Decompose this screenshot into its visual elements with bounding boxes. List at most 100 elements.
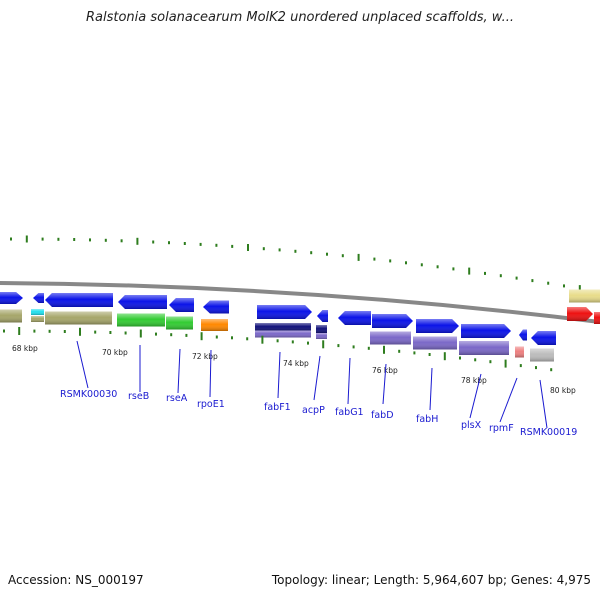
gene-label[interactable]: rpmF — [489, 423, 514, 434]
scale-major-tick — [261, 335, 264, 344]
scale-label: 74 kbp — [283, 359, 309, 368]
pathway-block[interactable] — [31, 316, 44, 322]
label-leader-line — [539, 379, 548, 429]
pathway-block[interactable] — [413, 336, 457, 350]
scale-minor-tick — [352, 345, 355, 349]
gene-arrow[interactable] — [317, 310, 328, 322]
pathway-block[interactable] — [166, 316, 193, 330]
label-leader-line — [469, 373, 482, 419]
outer-minor-tick — [326, 252, 328, 256]
gene-arrow[interactable] — [519, 329, 527, 341]
scale-major-tick — [18, 327, 21, 335]
sequence-backbone — [0, 281, 600, 324]
outer-minor-tick — [215, 243, 218, 247]
gene-label[interactable]: rpoE1 — [197, 399, 225, 410]
gene-arrow[interactable] — [169, 298, 194, 312]
pathway-block[interactable] — [45, 311, 112, 325]
pathway-block[interactable] — [370, 331, 411, 345]
pathway-block[interactable] — [459, 341, 509, 355]
gene-arrow[interactable] — [33, 293, 44, 303]
scale-minor-tick — [33, 329, 36, 333]
scale-major-tick — [79, 327, 81, 336]
gene-label-track: RSMK00030 rseB rseA rpoE1 fabF1 acpP fabG1 fabD… — [60, 340, 577, 438]
scale-minor-tick — [215, 335, 218, 339]
gene-label[interactable]: RSMK00030 — [60, 389, 117, 400]
gene-arrow[interactable] — [567, 307, 593, 321]
scale-minor-tick — [185, 333, 188, 337]
scale-major-tick — [139, 329, 142, 338]
scale-minor-tick — [124, 331, 127, 335]
outer-minor-tick — [168, 241, 170, 245]
pathway-block[interactable] — [117, 313, 165, 327]
pathway-block[interactable] — [316, 333, 327, 339]
scale-minor-tick — [307, 341, 309, 345]
scale-major-tick — [322, 340, 325, 349]
outer-minor-tick — [10, 237, 12, 241]
gene-label[interactable]: fabF1 — [264, 402, 291, 413]
pathway-block[interactable] — [201, 319, 228, 331]
scale-minor-tick — [398, 349, 401, 353]
gene-arrow[interactable] — [461, 324, 511, 338]
gene-arrow[interactable] — [338, 311, 371, 325]
outer-minor-tick — [547, 281, 550, 285]
label-leader-line — [209, 349, 212, 398]
label-leader-line — [382, 363, 387, 405]
gene-label[interactable]: RSMK00019 — [520, 427, 577, 438]
scale-minor-tick — [428, 353, 431, 356]
outer-major-tick — [357, 253, 360, 261]
outer-minor-tick — [373, 257, 376, 261]
scale-minor-tick — [276, 339, 279, 343]
scale-label: 72 kbp — [192, 352, 218, 361]
gene-track — [0, 289, 600, 362]
outer-minor-tick — [310, 251, 313, 255]
pathway-block[interactable] — [255, 323, 311, 331]
outer-minor-tick — [499, 274, 502, 278]
gene-label[interactable]: fabG1 — [335, 407, 364, 418]
label-leader-line — [177, 348, 181, 394]
outer-minor-tick — [104, 238, 107, 242]
pathway-block[interactable] — [0, 309, 22, 323]
outer-major-tick — [25, 235, 28, 243]
pathway-block[interactable] — [31, 309, 44, 315]
gene-arrow[interactable] — [257, 305, 312, 319]
gene-arrow[interactable] — [203, 300, 229, 314]
outer-minor-tick — [199, 242, 202, 246]
label-leader-line — [277, 351, 281, 399]
gene-label[interactable]: fabD — [371, 410, 394, 421]
outer-minor-tick — [420, 263, 423, 267]
gene-arrow[interactable] — [118, 295, 167, 309]
outer-minor-tick — [73, 238, 76, 241]
pathway-block[interactable] — [594, 312, 600, 324]
scale-minor-tick — [474, 358, 477, 362]
pathway-block[interactable] — [530, 348, 554, 362]
pathway-block[interactable] — [255, 330, 311, 338]
gene-arrow[interactable] — [0, 292, 23, 304]
outer-minor-tick — [278, 248, 281, 252]
gene-label[interactable]: acpP — [302, 405, 325, 416]
scale-label: 78 kbp — [461, 376, 487, 385]
outer-minor-tick — [341, 254, 344, 258]
scale-minor-tick — [63, 330, 66, 333]
gene-arrow[interactable] — [45, 293, 113, 307]
label-leader-line — [76, 340, 89, 389]
pathway-block[interactable] — [515, 346, 524, 358]
outer-minor-tick — [231, 244, 234, 248]
scale-minor-tick — [519, 364, 522, 368]
gene-label[interactable]: plsX — [461, 420, 482, 431]
scale-minor-tick — [367, 346, 370, 350]
gene-arrow[interactable] — [372, 314, 413, 328]
gene-label[interactable]: rseA — [166, 393, 188, 404]
gene-arrow[interactable] — [416, 319, 459, 333]
gene-arrow[interactable] — [531, 331, 556, 345]
outer-minor-tick — [515, 276, 518, 280]
scale-label: 70 kbp — [102, 348, 128, 357]
pathway-block[interactable] — [569, 289, 600, 303]
scale-minor-tick — [489, 360, 492, 364]
scale-label: 68 kbp — [12, 344, 38, 353]
outer-minor-tick — [405, 261, 407, 265]
pathway-block[interactable] — [316, 325, 327, 333]
scale-minor-tick — [170, 333, 173, 337]
gene-label[interactable]: fabH — [416, 414, 438, 425]
gene-label[interactable]: rseB — [128, 391, 149, 402]
